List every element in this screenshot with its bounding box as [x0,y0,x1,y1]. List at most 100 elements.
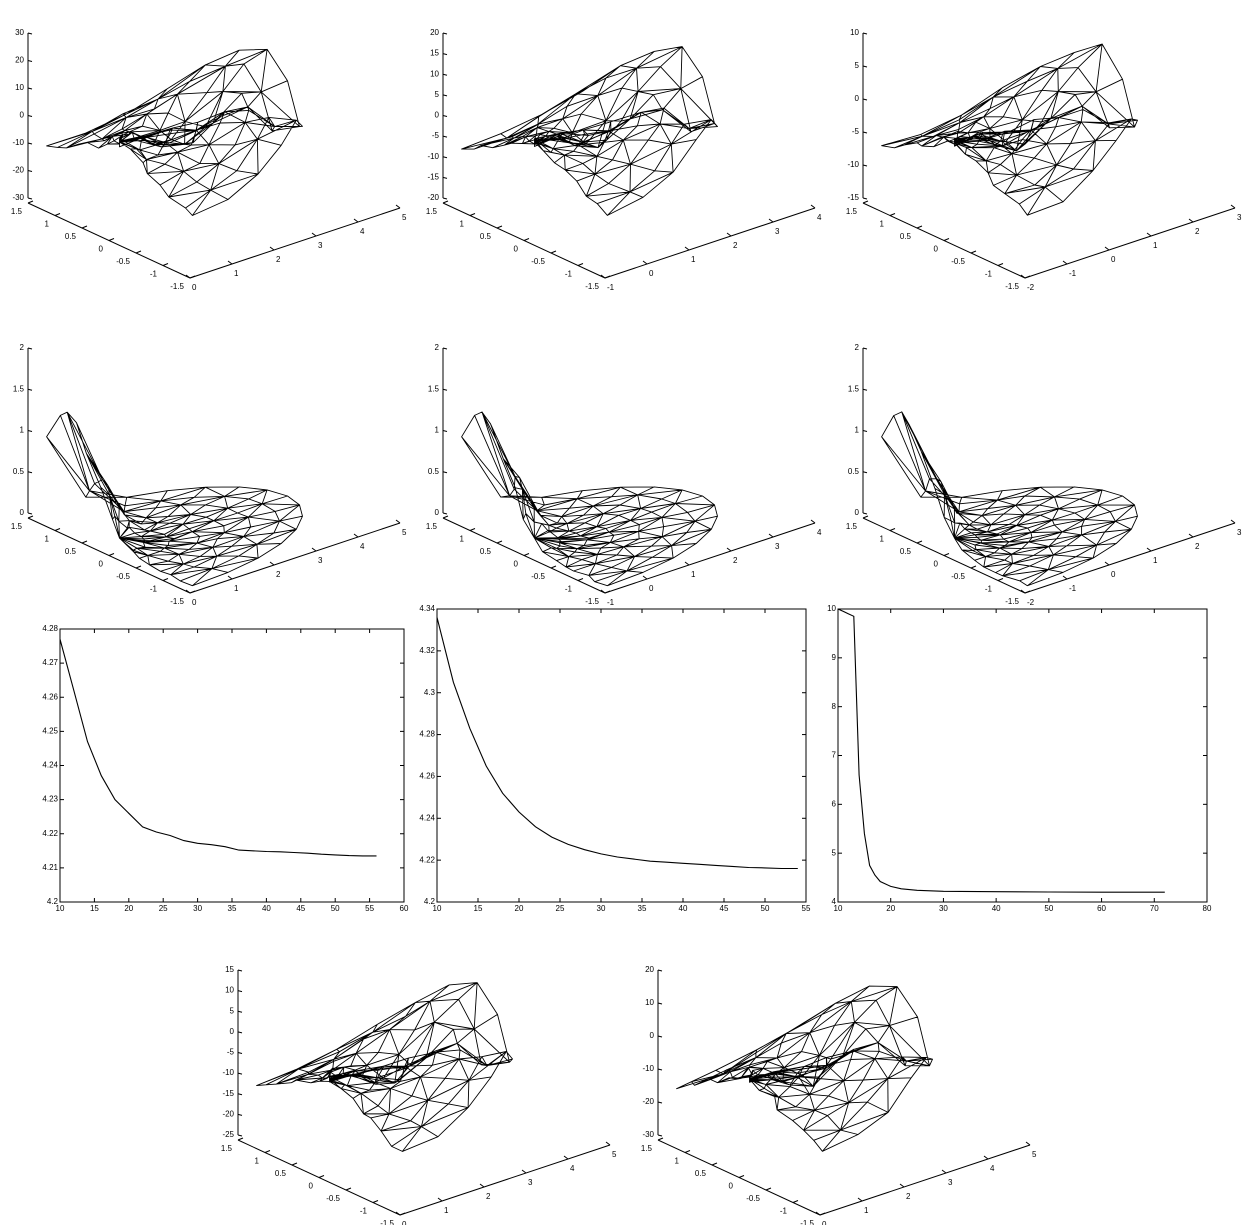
y-tick-label: 4.27 [42,658,58,667]
x-tick-label: 3 [948,1178,953,1187]
x-tick-label: 60 [400,904,409,913]
y-tick-label: -1.5 [585,597,599,606]
y-tick [496,540,503,544]
x-tick-label: 60 [1097,904,1106,913]
x-tick [1025,1141,1031,1146]
y-tick [889,528,896,531]
x-tick-label: -1 [607,598,615,607]
z-tick-label: -10 [642,1064,654,1073]
z-tick-label: 0 [650,1031,655,1040]
x-tick [1188,218,1194,223]
x-tick-label: 3 [775,227,780,236]
y-tick [469,213,476,216]
z-tick-label: 0 [435,111,440,120]
y-tick-label: -1.5 [800,1219,814,1225]
mesh [46,411,303,587]
y-tick [189,275,196,279]
z-tick [657,1101,663,1104]
x-tick [815,1211,821,1216]
surface-plot: -30 -20 -10 0 10 20 30 -1.5 -1 -0.5 0 0.5 1 1.5 0 1 2 3 4 5 [11,28,407,292]
y-tick-label: 6 [832,799,837,808]
x-tick-label: 2 [733,556,738,565]
z-tick-label: -15 [427,172,439,181]
y-tick [943,553,950,556]
x-tick-label: 1 [1153,241,1158,250]
z-tick-label: 1 [435,426,440,435]
z-tick [442,135,448,138]
y-tick [792,1200,799,1203]
x-tick-label: -2 [1027,598,1035,607]
y-tick-label: 4.23 [42,795,58,804]
x-tick [684,561,690,566]
y-tick [189,590,196,594]
x-tick-label: 20 [886,904,895,913]
x-tick [726,232,732,237]
y-tick-label: -1 [780,1207,788,1216]
y-tick-label: 0 [514,245,519,254]
y-tick [738,1175,745,1178]
mesh [46,48,303,216]
z-tick [442,197,448,200]
z-tick-label: -20 [222,1109,234,1118]
x-tick-label: 0 [649,584,654,593]
z-tick-label: 10 [225,986,234,995]
x-tick [642,575,648,580]
y-tick-label: 4.24 [42,761,58,770]
z-tick-label: 1.5 [13,384,25,393]
x-tick-label: 50 [1044,904,1053,913]
z-tick-label: -5 [852,127,860,136]
y-tick [54,213,61,216]
y-tick-label: 1 [880,220,885,229]
x-tick [684,246,690,251]
z-tick-label: -20 [642,1097,654,1106]
x-tick [605,1141,611,1146]
x-tick [810,519,816,524]
x-tick-label: 0 [1111,255,1116,264]
y-tick-label: 0.5 [695,1169,707,1178]
y-tick-label: 0.5 [480,547,492,556]
z-tick [27,170,33,172]
y-tick-label: -0.5 [326,1194,340,1203]
plot-frame [59,628,405,903]
z-tick-label: 0.5 [13,467,25,476]
z-tick-label: 20 [430,28,439,37]
y-tick-label: 9 [832,653,837,662]
x-tick [269,561,275,566]
z-tick-label: -5 [432,131,440,140]
x-tick [983,1155,989,1160]
z-tick [27,60,33,62]
y-tick [108,238,115,241]
y-tick-label: -1.5 [170,282,184,291]
z-tick [657,1134,663,1137]
y-tick [523,553,530,556]
z-tick-label: -25 [222,1130,234,1139]
x-tick-label: 3 [1237,528,1242,537]
z-tick [442,176,448,179]
y-tick [135,250,142,254]
y-tick [970,565,977,569]
z-tick [862,98,868,101]
x-tick-label: 30 [939,904,948,913]
x-tick [768,218,774,223]
y-tick [550,250,557,254]
z-tick [237,990,243,993]
y-tick-label: 0.5 [65,547,77,556]
x-tick-label: 1 [691,570,696,579]
x-tick-label: 4 [990,1164,995,1173]
z-tick-label: -30 [12,193,24,202]
z-tick-label: 2 [20,343,25,352]
y-tick [604,590,611,594]
x-tick-label: 55 [802,904,811,913]
x-tick [311,547,317,552]
y-tick-label: 1.5 [846,522,858,531]
x-tick [1230,519,1236,524]
x-tick-label: 1 [864,1206,869,1215]
z-tick [237,1134,243,1137]
z-tick [657,1068,663,1071]
z-tick-label: 0 [855,508,860,517]
y-tick [162,263,169,266]
y-tick-label: -1.5 [1005,282,1019,291]
x-tick [437,1197,443,1202]
y-tick [765,1187,772,1191]
x-tick-label: 10 [433,904,442,913]
